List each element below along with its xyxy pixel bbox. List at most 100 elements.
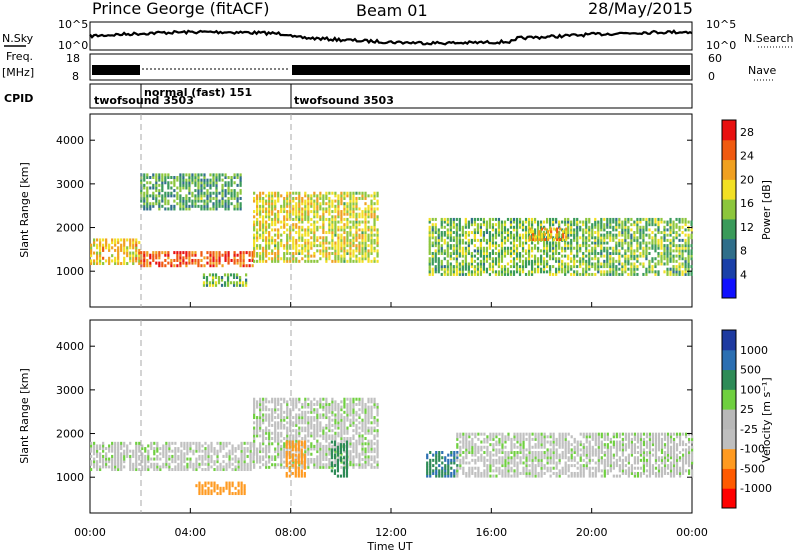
power-echo-cell bbox=[428, 220, 431, 224]
velocity-echo-cell bbox=[271, 463, 274, 467]
power-echo-cell bbox=[161, 189, 164, 193]
power-echo-cell bbox=[512, 257, 516, 261]
velocity-echo-cell bbox=[334, 460, 337, 464]
velocity-echo-cell bbox=[228, 457, 231, 461]
power-echo-cell bbox=[531, 235, 535, 239]
velocity-echo-cell bbox=[271, 400, 274, 404]
power-echo-cell bbox=[428, 217, 431, 221]
power-echo-cell bbox=[455, 244, 458, 248]
power-echo-cell bbox=[325, 210, 328, 214]
power-echo-cell bbox=[434, 265, 437, 269]
power-echo-cell bbox=[358, 233, 361, 237]
velocity-echo-cell bbox=[111, 449, 114, 453]
power-echo-cell bbox=[603, 270, 606, 274]
velocity-echo-cell bbox=[361, 463, 364, 467]
velocity-echo-cell bbox=[295, 405, 298, 409]
velocity-echo-cell bbox=[492, 469, 495, 473]
velocity-echo-cell bbox=[243, 460, 246, 464]
power-echo-cell bbox=[370, 212, 373, 216]
power-echo-cell bbox=[152, 176, 155, 180]
power-echo-cell bbox=[280, 220, 283, 224]
velocity-echo-cell bbox=[340, 426, 343, 430]
velocity-echo-cell bbox=[492, 453, 495, 457]
velocity-echo-cell bbox=[492, 474, 495, 478]
velocity-echo-cell bbox=[307, 447, 310, 451]
velocity-echo-cell bbox=[519, 458, 522, 462]
velocity-echo-cell bbox=[303, 443, 306, 447]
power-echo-cell bbox=[606, 233, 609, 237]
power-echo-cell bbox=[464, 257, 467, 261]
power-echo-cell bbox=[352, 202, 355, 206]
power-echo-cell bbox=[328, 191, 331, 195]
power-echo-cell bbox=[428, 262, 431, 266]
power-echo-cell bbox=[491, 262, 495, 266]
power-echo-cell bbox=[669, 251, 672, 255]
power-echo-cell bbox=[524, 225, 528, 229]
velocity-echo-cell bbox=[132, 468, 135, 472]
velocity-echo-cell bbox=[147, 452, 150, 456]
power-echo-cell bbox=[262, 249, 265, 253]
velocity-echo-cell bbox=[141, 468, 144, 472]
power-echo-cell bbox=[173, 181, 176, 185]
power-echo-cell bbox=[208, 283, 212, 287]
power-echo-cell bbox=[681, 270, 684, 274]
velocity-echo-cell bbox=[186, 465, 189, 469]
velocity-echo-cell bbox=[444, 458, 447, 462]
velocity-echo-cell bbox=[531, 461, 534, 465]
power-echo-cell bbox=[428, 233, 431, 237]
power-echo-cell bbox=[343, 259, 346, 263]
power-echo-cell bbox=[687, 267, 690, 271]
power-echo-cell bbox=[265, 238, 268, 242]
power-echo-cell bbox=[657, 254, 660, 258]
velocity-echo-cell bbox=[331, 434, 334, 438]
power-echo-cell bbox=[609, 225, 612, 229]
power-echo-cell bbox=[295, 212, 298, 216]
power-echo-cell bbox=[600, 272, 603, 276]
velocity-echo-cell bbox=[459, 440, 462, 444]
velocity-echo-cell bbox=[96, 444, 99, 448]
velocity-echo-cell bbox=[253, 434, 256, 438]
noise-tick-left-bottom: 10^0 bbox=[58, 39, 88, 52]
velocity-echo-cell bbox=[117, 462, 120, 466]
power-echo-cell bbox=[331, 241, 334, 245]
power-echo-cell bbox=[295, 244, 298, 248]
power-echo-cell bbox=[117, 238, 120, 242]
power-echo-cell bbox=[576, 246, 579, 250]
velocity-echo-cell bbox=[534, 453, 537, 457]
power-echo-cell bbox=[289, 228, 292, 232]
power-echo-cell bbox=[194, 258, 197, 262]
velocity-echo-cell bbox=[349, 423, 352, 427]
power-echo-cell bbox=[364, 241, 367, 245]
power-echo-cell bbox=[464, 246, 467, 250]
velocity-echo-cell bbox=[480, 448, 483, 452]
power-echo-cell bbox=[188, 253, 191, 257]
velocity-echo-cell bbox=[355, 452, 358, 456]
velocity-echo-cell bbox=[198, 481, 201, 485]
power-echo-cell bbox=[301, 257, 304, 261]
velocity-echo-cell bbox=[292, 400, 295, 404]
power-echo-cell bbox=[158, 183, 161, 187]
power-echo-cell bbox=[376, 259, 379, 263]
velocity-echo-cell bbox=[447, 466, 450, 470]
power-echo-cell bbox=[313, 238, 316, 242]
power-echo-cell bbox=[515, 225, 519, 229]
power-echo-cell bbox=[152, 191, 155, 195]
velocity-echo-cell bbox=[483, 458, 486, 462]
power-echo-cell bbox=[624, 257, 627, 261]
power-echo-cell bbox=[349, 212, 352, 216]
power-echo-cell bbox=[230, 178, 233, 182]
velocity-echo-cell bbox=[367, 429, 370, 433]
power-echo-cell bbox=[117, 254, 120, 258]
velocity-echo-cell bbox=[331, 413, 334, 417]
power-echo-cell bbox=[215, 181, 218, 185]
power-echo-cell bbox=[449, 233, 452, 237]
velocity-echo-cell bbox=[367, 397, 370, 401]
velocity-echo-cell bbox=[435, 458, 438, 462]
power-echo-cell bbox=[609, 246, 612, 250]
power-echo-cell bbox=[173, 183, 176, 187]
power-echo-cell bbox=[669, 249, 672, 253]
velocity-echo-cell bbox=[207, 449, 210, 453]
power-echo-cell bbox=[645, 249, 648, 253]
power-echo-cell bbox=[467, 233, 470, 237]
power-echo-cell bbox=[533, 257, 537, 261]
